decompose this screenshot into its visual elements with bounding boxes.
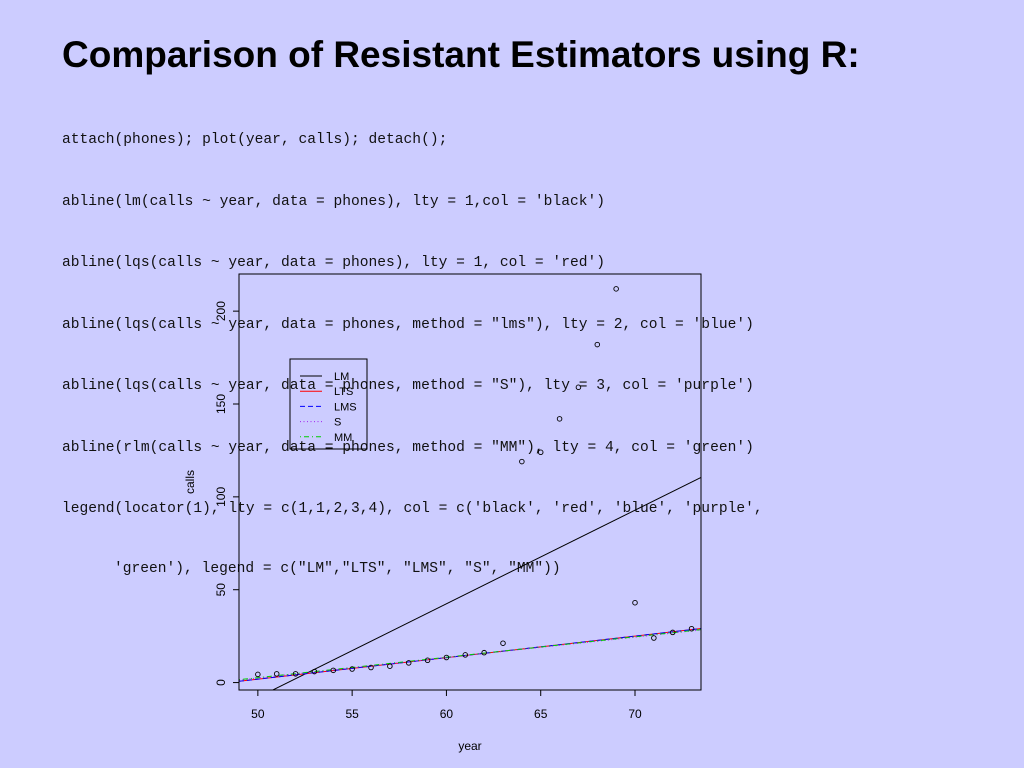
code-block: attach(phones); plot(year, calls); detac… — [62, 89, 962, 599]
data-point — [688, 625, 695, 632]
data-point — [292, 671, 299, 677]
code-line: abline(lqs(calls ~ year, data = phones, … — [62, 316, 754, 333]
data-point — [537, 449, 544, 456]
data-point — [669, 629, 676, 636]
data-point — [613, 286, 619, 292]
regression-line-lm — [271, 476, 701, 690]
y-tick-label: 50 — [214, 583, 228, 597]
data-point — [500, 640, 506, 646]
code-line: abline(lqs(calls ~ year, data = phones, … — [62, 378, 754, 394]
code-line: abline(lm(calls ~ year, data = phones), … — [62, 193, 605, 210]
x-tick-label: 50 — [251, 707, 265, 721]
code-line: abline(lqs(calls ~ year, data = phones),… — [62, 255, 605, 271]
data-point — [556, 416, 563, 422]
data-point — [443, 654, 450, 661]
data-point — [632, 599, 638, 606]
data-point — [330, 667, 337, 674]
legend-box — [289, 358, 368, 450]
x-tick-label: 70 — [628, 707, 642, 721]
legend: LM LTS LMS S MM — [289, 358, 368, 450]
slide-title: Comparison of Resistant Estimators using… — [62, 34, 860, 75]
x-axis-label: year — [458, 739, 481, 753]
legend-label: MM — [334, 432, 352, 444]
data-point — [405, 660, 412, 666]
data-point — [462, 652, 469, 658]
data-point — [481, 649, 487, 656]
code-line: legend(locator(1), lty = c(1,1,2,3,4), c… — [62, 501, 763, 517]
data-point — [651, 635, 657, 641]
x-tick-label: 60 — [440, 707, 454, 721]
y-axis-label: calls — [183, 470, 197, 494]
code-line: attach(phones); plot(year, calls); detac… — [62, 132, 448, 148]
data-point — [368, 664, 374, 671]
y-tick-label: 150 — [214, 394, 228, 414]
x-tick-label: 65 — [534, 707, 548, 721]
regression-lines — [239, 476, 701, 690]
data-point — [273, 671, 280, 677]
data-point — [424, 657, 431, 664]
data-point — [594, 341, 601, 348]
data-point — [349, 666, 355, 672]
legend-label: LMS — [334, 401, 357, 413]
x-tick-label: 55 — [345, 707, 359, 721]
plot-frame — [238, 273, 702, 691]
data-point — [255, 671, 261, 678]
data-point — [387, 663, 393, 669]
legend-label: S — [334, 417, 341, 429]
legend-label: LTS — [334, 386, 353, 398]
y-tick-label: 200 — [214, 301, 228, 321]
y-tick-label: 100 — [214, 487, 228, 507]
data-points — [255, 286, 695, 678]
code-line: 'green'), legend = c("LM","LTS", "LMS", … — [114, 560, 561, 577]
data-point — [519, 458, 525, 465]
regression-line-mm — [239, 629, 701, 681]
legend-label: LM — [334, 371, 349, 383]
data-point — [575, 384, 582, 391]
y-tick-label: 0 — [214, 679, 228, 686]
data-point — [311, 668, 318, 675]
